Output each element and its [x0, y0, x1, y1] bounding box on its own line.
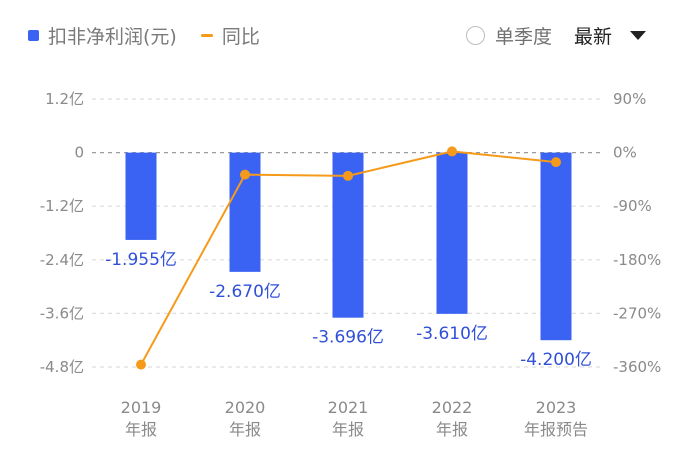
chart-controls: 单季度 最新 — [466, 22, 647, 49]
left-tick-label: 1.2亿 — [45, 90, 84, 108]
yoy-point[interactable] — [551, 157, 561, 168]
x-tick-year: 2022 — [432, 398, 473, 417]
sort-dropdown[interactable]: 最新 — [574, 22, 647, 49]
right-tick-label: -360% — [613, 358, 661, 376]
x-tick-year: 2019 — [121, 398, 162, 417]
bar-series: -1.955亿 -2.670亿 -3.696亿 -3.610亿 -4.200亿 — [105, 152, 592, 370]
line-legend-label: 同比 — [221, 26, 260, 48]
bar[interactable] — [540, 152, 572, 341]
bar[interactable] — [125, 152, 157, 240]
x-tick-type: 年报预告 — [524, 420, 588, 439]
x-tick-type: 年报 — [332, 420, 364, 439]
right-tick-label: 90% — [613, 90, 646, 108]
x-axis: 2019 年报 2020 年报 2021 年报 2022 年报 2023 年报预告 — [121, 398, 588, 439]
left-tick-label: -4.8亿 — [40, 358, 84, 376]
single-quarter-radio[interactable] — [466, 26, 485, 45]
bar-value-label: -2.670亿 — [209, 282, 281, 302]
gridlines — [92, 98, 602, 368]
x-tick-year: 2020 — [225, 398, 266, 417]
right-tick-label: -270% — [613, 304, 661, 322]
bar[interactable] — [436, 152, 468, 314]
bar-value-label: -1.955亿 — [105, 250, 177, 270]
x-tick-year: 2023 — [536, 398, 577, 417]
bar-value-label: -4.200亿 — [520, 350, 592, 370]
line-series — [136, 146, 561, 370]
right-axis: 90% 0% -90% -180% -270% -360% — [613, 90, 661, 376]
single-quarter-label[interactable]: 单季度 — [495, 26, 553, 48]
left-tick-label: -3.6亿 — [40, 304, 84, 322]
sort-label: 最新 — [574, 26, 613, 48]
left-axis: 1.2亿 0 -1.2亿 -2.4亿 -3.6亿 -4.8亿 — [40, 90, 84, 376]
yoy-point[interactable] — [240, 169, 250, 180]
x-tick-year: 2021 — [328, 398, 369, 417]
right-tick-label: -180% — [613, 251, 661, 269]
yoy-point[interactable] — [343, 170, 353, 181]
x-tick-type: 年报 — [436, 420, 468, 439]
left-tick-label: -2.4亿 — [40, 251, 84, 269]
chart-legend: 扣非净利润(元) 同比 — [28, 22, 260, 49]
bar-legend-swatch — [28, 30, 39, 41]
right-tick-label: -90% — [613, 197, 652, 215]
yoy-point[interactable] — [447, 146, 457, 157]
bar-value-label: -3.610亿 — [416, 324, 488, 344]
left-tick-label: 0 — [74, 144, 84, 162]
yoy-point[interactable] — [136, 359, 146, 370]
x-tick-type: 年报 — [125, 420, 157, 439]
bar-value-label: -3.696亿 — [312, 328, 384, 348]
bar-legend-label: 扣非净利润(元) — [48, 26, 177, 48]
right-tick-label: 0% — [613, 144, 637, 162]
caret-down-icon — [630, 31, 647, 40]
x-tick-type: 年报 — [229, 420, 261, 439]
line-legend-swatch — [200, 34, 213, 37]
left-tick-label: -1.2亿 — [40, 197, 84, 215]
